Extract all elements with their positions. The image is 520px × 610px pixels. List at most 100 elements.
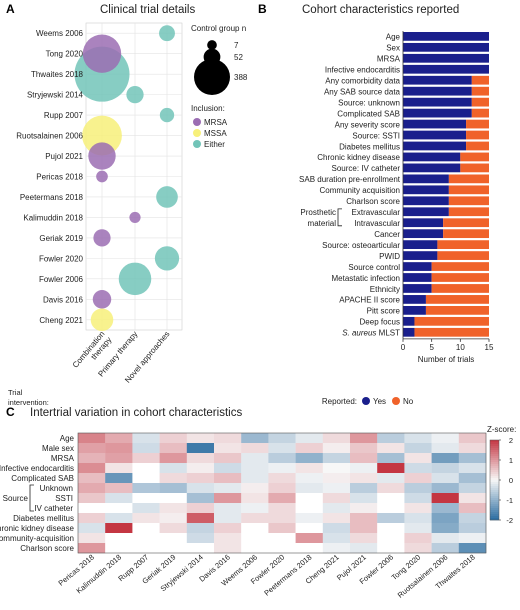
bar-no-source-osteoarticular	[437, 240, 489, 249]
x-tick-10: 10	[456, 343, 465, 352]
heatmap-cell-community-acquisition-peetermans-2018	[295, 533, 323, 544]
legend-label-either: Either	[204, 140, 225, 149]
bubble-tong-2020	[82, 34, 122, 73]
heatmap-cell-male-sex-fowler-2006	[377, 443, 405, 454]
bar-no-pwid	[437, 251, 489, 260]
bubble-stryjewski-2014	[126, 86, 144, 104]
bar-label-any-comorbidity-data: Any comorbidity data	[325, 77, 400, 86]
heatmap-cell-community-acquisition-pericas-2018	[78, 533, 106, 544]
bubble-pujol-2021	[88, 142, 116, 170]
heatmap-cell-diabetes-mellitus-stryjewski-2014	[186, 513, 215, 524]
heatmap-cell-charlson-score-kalimuddin-2018	[105, 543, 133, 554]
bar-label-pitt-score: Pitt score	[367, 307, 401, 316]
bar-label-chronic-kidney-disease: Chronic kidney disease	[317, 153, 400, 162]
legend-swatch-mrsa	[193, 118, 201, 126]
heatmap-cell-male-sex-pericas-2018	[78, 443, 106, 454]
bar-no-ethnicity	[431, 284, 489, 293]
heatmap-cell-complicated-sab-rupp-2007	[132, 473, 160, 484]
heatmap-cell-diabetes-mellitus-geriak-2019	[159, 513, 187, 524]
y-label-weems-2006: Weems 2006	[36, 29, 84, 38]
heatmap-cell-infective-endocarditis-davis-2016	[214, 463, 242, 474]
row-label-unknown: Unknown	[40, 484, 73, 493]
heatmap-cell-ssti-geriak-2019	[159, 493, 187, 504]
heatmap-cell-male-sex-weems-2006	[241, 443, 269, 454]
bar-yes-age	[403, 32, 489, 41]
heatmap-cell-charlson-score-pericas-2018	[78, 543, 106, 554]
x-axis-label: Number of trials	[418, 355, 474, 364]
heatmap-cell-ssti-cheng-2021	[322, 493, 351, 504]
heatmap-cell-ssti-fowler-2020	[268, 493, 296, 504]
bar-yes-infective-endocarditis	[403, 64, 489, 74]
size-legend-value-388: 388	[234, 73, 248, 82]
heatmap-cell-complicated-sab-stryjewski-2014	[186, 473, 215, 484]
trial-intervention-label-line1: Trial	[8, 388, 23, 397]
heatmap-cell-unknown-kalimuddin-2018	[105, 483, 133, 494]
heatmap-cell-chronic-kidney-disease-stryjewski-2014	[186, 523, 215, 534]
panel-a-title: Clinical trial details	[100, 4, 195, 16]
heatmap-cell-chronic-kidney-disease-pujol-2021	[350, 523, 378, 534]
heatmap-cell-diabetes-mellitus-kalimuddin-2018	[105, 513, 133, 524]
heatmap-cell-iv-catheter-fowler-2006	[377, 503, 405, 514]
heatmap-cell-community-acquisition-thwaites-2018	[458, 533, 487, 544]
heatmap-cell-charlson-score-davis-2016	[214, 543, 242, 554]
heatmap-cell-mrsa-weems-2006	[241, 453, 269, 464]
bar-no-source-ssti	[466, 130, 489, 140]
heatmap-cell-mrsa-rupp-2007	[132, 453, 160, 464]
heatmap-cell-unknown-fowler-2006	[377, 483, 405, 494]
bar-no-metastatic-infection	[431, 273, 489, 282]
bar-label-source-iv-catheter: Source: IV catheter	[332, 164, 401, 173]
heatmap-cell-chronic-kidney-disease-geriak-2019	[159, 523, 187, 534]
zscore-legend-title: Z-score:	[487, 425, 516, 434]
row-label-iv-catheter: IV catheter	[34, 504, 73, 513]
y-label-fowler-2006: Fowler 2006	[39, 275, 84, 284]
heatmap-cell-charlson-score-geriak-2019	[159, 543, 187, 554]
heatmap-cell-mrsa-fowler-2006	[377, 453, 405, 464]
heatmap-cell-age-pujol-2021	[350, 433, 378, 444]
heatmap-cell-infective-endocarditis-stryjewski-2014	[186, 463, 215, 474]
heatmap-cell-complicated-sab-weems-2006	[241, 473, 269, 484]
heatmap-cell-ssti-davis-2016	[214, 493, 242, 504]
bubble-pericas-2018	[96, 170, 108, 183]
heatmap-cell-age-davis-2016	[214, 433, 242, 444]
bar-no-s-aureus-mlst	[414, 327, 489, 337]
heatmap-cell-complicated-sab-tong-2020	[404, 473, 432, 484]
bar-yes-ethnicity	[403, 284, 432, 293]
heatmap-cell-age-kalimuddin-2018	[105, 433, 133, 444]
y-label-pericas-2018: Pericas 2018	[36, 173, 83, 182]
heatmap-cell-diabetes-mellitus-fowler-2006	[377, 513, 405, 524]
size-legend-circle-7	[207, 40, 217, 50]
reported-legend: Reported: Yes No	[322, 397, 414, 406]
source-bracket	[29, 484, 34, 512]
heatmap-cell-mrsa-ruotsalainen-2006	[431, 453, 459, 464]
heatmap-cell-diabetes-mellitus-thwaites-2018	[458, 513, 487, 524]
bar-label-charlson-score: Charlson score	[346, 197, 400, 206]
y-label-rupp-2007: Rupp 2007	[44, 111, 84, 120]
heatmap-cell-unknown-rupp-2007	[132, 483, 160, 494]
heatmap-cell-male-sex-peetermans-2018	[295, 443, 323, 454]
heatmap-cell-infective-endocarditis-kalimuddin-2018	[105, 463, 133, 474]
heatmap-cell-male-sex-davis-2016	[214, 443, 242, 454]
heatmap-cell-infective-endocarditis-thwaites-2018	[458, 463, 487, 474]
heatmap-cell-ssti-fowler-2006	[377, 493, 405, 504]
heatmap-cell-iv-catheter-thwaites-2018	[458, 503, 487, 514]
bar-label-deep-focus: Deep focus	[360, 318, 400, 327]
bar-label-metastatic-infection: Metastatic infection	[332, 274, 400, 283]
heatmap-cell-charlson-score-cheng-2021	[322, 543, 351, 554]
heatmap-cell-mrsa-fowler-2020	[268, 453, 296, 464]
bar-no-source-unknown	[471, 97, 489, 107]
y-label-davis-2016: Davis 2016	[43, 295, 84, 304]
heatmap-cell-ssti-tong-2020	[404, 493, 432, 504]
heatmap-cell-complicated-sab-kalimuddin-2018	[105, 473, 133, 484]
bar-no-intravascular	[443, 218, 489, 228]
bar-no-community-acquisition	[448, 185, 489, 195]
heatmap-cell-complicated-sab-thwaites-2018	[458, 473, 487, 484]
heatmap-cell-chronic-kidney-disease-fowler-2006	[377, 523, 405, 534]
bubble-davis-2016	[92, 290, 112, 309]
size-legend-circle-388	[194, 59, 230, 95]
heatmap-cell-unknown-davis-2016	[214, 483, 242, 494]
heatmap-cell-community-acquisition-cheng-2021	[322, 533, 351, 544]
heatmap-cell-chronic-kidney-disease-peetermans-2018	[295, 523, 323, 534]
heatmap-cell-age-cheng-2021	[322, 433, 351, 444]
heatmap-cell-unknown-pujol-2021	[350, 483, 378, 494]
panel-a-bubble-chart: Weems 2006 Tong 2020 Thwaites 2018 Stryjews…	[8, 22, 248, 407]
